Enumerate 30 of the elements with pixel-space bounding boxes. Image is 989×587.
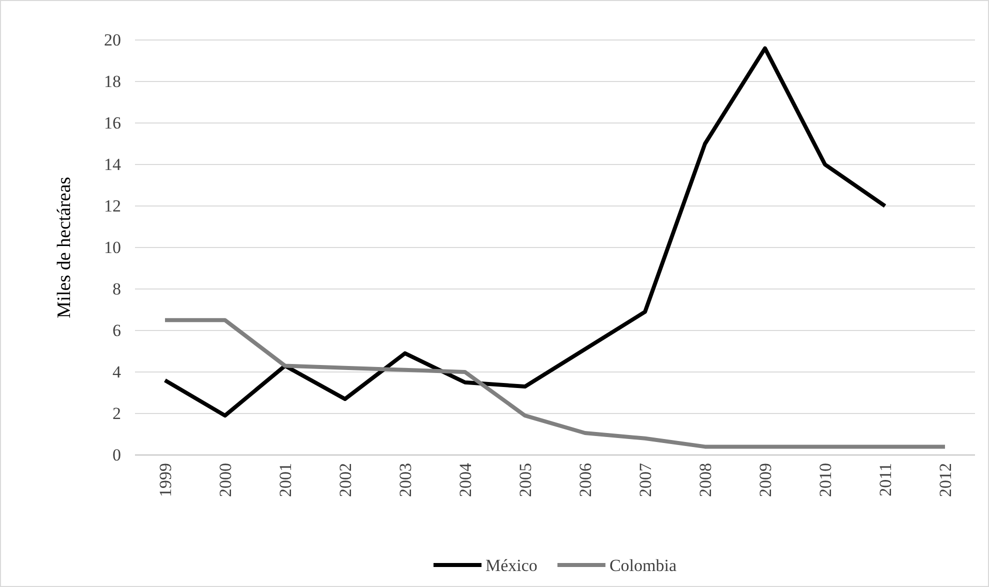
x-tick-label: 2009 xyxy=(756,463,775,497)
y-tick-label: 6 xyxy=(112,320,121,340)
x-tick-label: 2011 xyxy=(876,463,895,496)
y-tick-label: 10 xyxy=(104,238,121,257)
y-axis-title: Miles de hectáreas xyxy=(54,176,75,318)
x-tick-label: 2004 xyxy=(456,462,475,497)
x-tick-label: 2005 xyxy=(516,463,535,497)
y-tick-label: 18 xyxy=(104,72,121,91)
y-tick-label: 2 xyxy=(112,404,121,423)
y-tick-label: 20 xyxy=(104,30,121,50)
x-tick-label: 2007 xyxy=(636,462,655,497)
x-tick-label: 2008 xyxy=(696,463,715,497)
legend-label: Colombia xyxy=(609,556,677,575)
line-series xyxy=(163,46,887,418)
x-tick-label: 1999 xyxy=(156,463,175,497)
x-tick-label: 2003 xyxy=(396,463,415,497)
y-tick-label: 8 xyxy=(112,279,121,298)
y-tick-label: 4 xyxy=(112,362,122,382)
y-tick-label: 14 xyxy=(104,154,122,174)
x-tick-label: 2002 xyxy=(336,463,355,497)
line-series xyxy=(163,318,947,449)
x-tick-label: 2012 xyxy=(936,463,955,497)
x-tick-label: 2000 xyxy=(216,463,235,497)
x-tick-label: 2006 xyxy=(576,463,595,497)
y-tick-label: 16 xyxy=(104,113,121,132)
legend-label: México xyxy=(486,556,538,575)
x-tick-label: 2001 xyxy=(276,463,295,497)
y-tick-label: 0 xyxy=(112,445,121,464)
y-tick-label: 12 xyxy=(104,196,121,216)
x-tick-label: 2010 xyxy=(816,463,835,497)
